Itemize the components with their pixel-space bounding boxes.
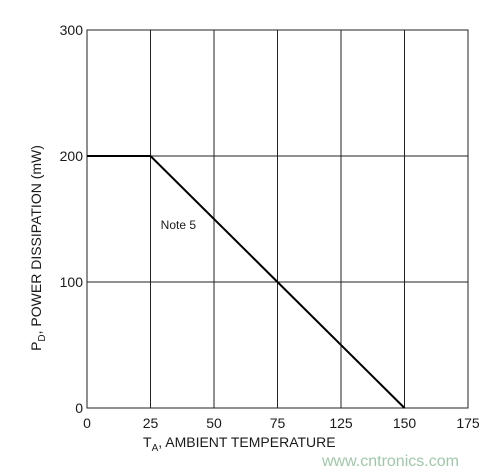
y-tick-label: 0 [75,400,83,416]
y-axis-title-rest: , POWER DISSIPATION (mW) [28,145,44,334]
x-axis-title-subscript: A [152,443,159,454]
y-tick-label: 100 [60,274,84,290]
derating-line [87,155,406,409]
x-tick-label: 25 [143,415,159,431]
x-axis-title-main: T [143,434,152,450]
x-tick-label: 75 [270,415,286,431]
x-tick-label: 50 [206,415,222,431]
y-axis-title-subscript: D [37,334,48,341]
note-annotation: Note 5 [161,218,197,232]
y-tick-label: 200 [60,148,84,164]
x-tick-label: 175 [456,415,480,431]
x-tick-labels: 0 25 50 75 125 150 175 [83,415,480,431]
x-tick-label: 125 [329,415,353,431]
x-tick-label: 0 [83,415,91,431]
x-tick-label: 150 [393,415,417,431]
y-tick-labels: 0 100 200 300 [60,22,84,416]
x-axis-title: TA, AMBIENT TEMPERATURE [143,434,336,454]
y-axis-title: PD, POWER DISSIPATION (mW) [28,145,48,351]
y-axis-title-main: P [28,342,44,351]
grid [86,29,469,409]
x-axis-title-rest: , AMBIENT TEMPERATURE [158,434,335,450]
series-layer [87,155,406,409]
watermark-text: www.cntronics.com [321,453,459,470]
y-tick-label: 300 [60,22,84,38]
